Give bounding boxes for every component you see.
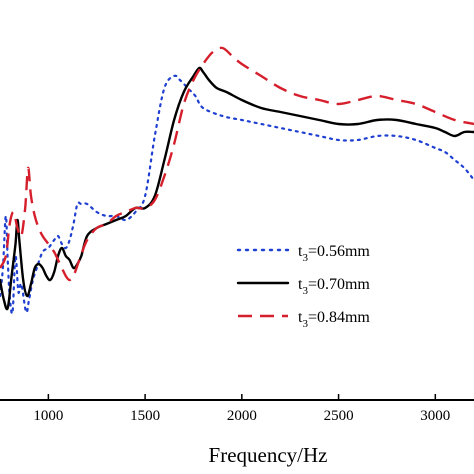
- x-tick-label: 1500: [130, 408, 160, 424]
- legend-label-3: t3=0.84mm: [298, 309, 370, 330]
- x-axis-ticks: 1000 1500 2000 2500 3000: [33, 394, 450, 424]
- series-line-3: [0, 46, 474, 282]
- series-layer: [0, 46, 474, 315]
- legend-label-1: t3=0.56mm: [298, 243, 370, 264]
- legend-label-2: t3=0.70mm: [298, 276, 370, 297]
- x-tick-label: 3000: [420, 408, 450, 424]
- x-axis-title: Frequency/Hz: [209, 443, 328, 467]
- legend: t3=0.56mm t3=0.70mm t3=0.84mm: [236, 243, 370, 330]
- series-line-1: [0, 74, 474, 315]
- x-tick-label: 1000: [33, 408, 63, 424]
- x-tick-label: 2500: [324, 408, 354, 424]
- x-tick-label: 2000: [227, 408, 257, 424]
- series-line-2: [0, 66, 474, 311]
